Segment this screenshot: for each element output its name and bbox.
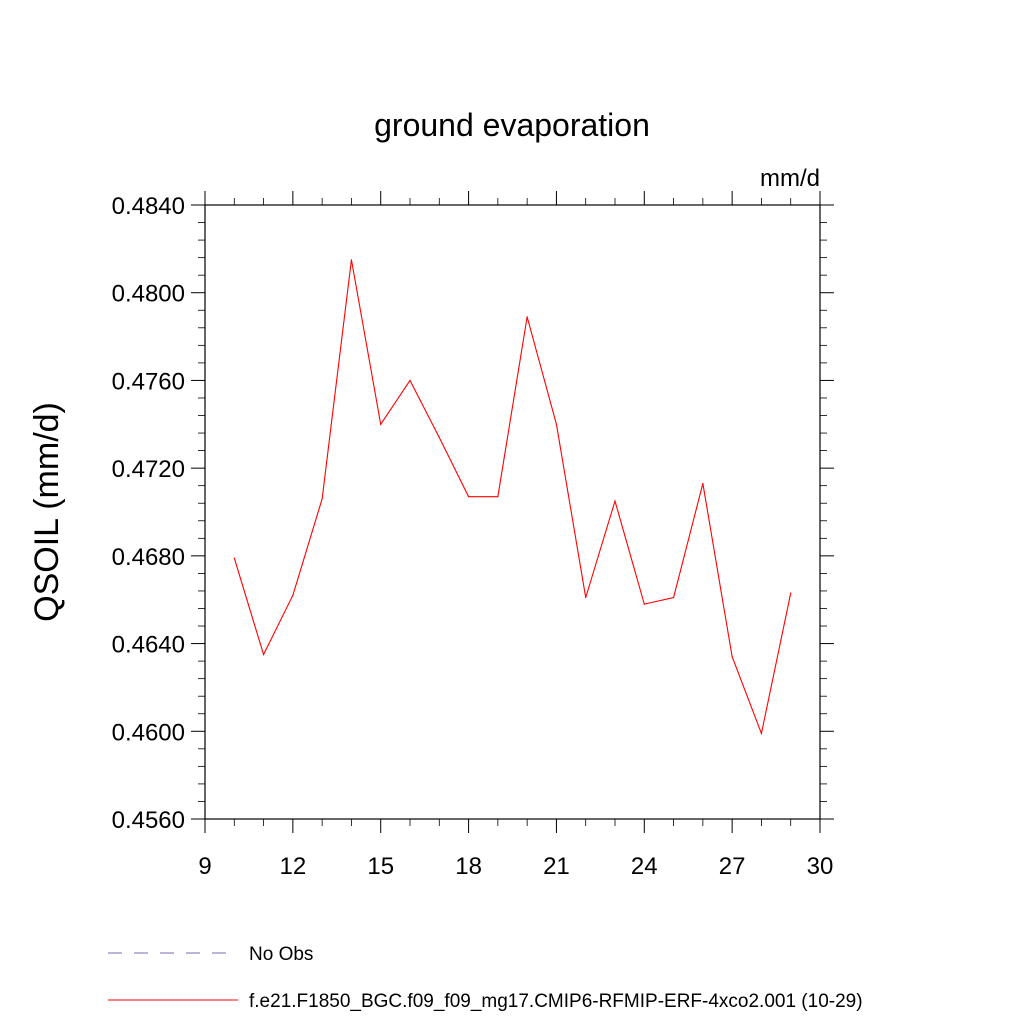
data-point	[438, 436, 440, 439]
data-point	[497, 496, 499, 498]
legend: No Obs f.e21.F1850_BGC.f09_f09_mg17.CMIP6…	[108, 944, 863, 1012]
data-point	[614, 500, 616, 502]
data-point	[702, 482, 704, 485]
y-axis-label: QSOIL (mm/d)	[28, 402, 66, 622]
data-point	[555, 423, 558, 425]
data-point	[731, 656, 733, 658]
y-tick-label: 0.4680	[112, 544, 185, 571]
data-point	[790, 592, 792, 594]
y-tick-label: 0.4760	[112, 368, 185, 395]
units-label: mm/d	[760, 165, 820, 192]
data-point	[585, 596, 587, 599]
data-point	[409, 379, 411, 382]
data-point	[526, 316, 528, 318]
data-point	[350, 259, 353, 261]
x-tick-labels: 9 12 15 18 21 24 27 30	[198, 853, 833, 880]
y-tick-label: 0.4600	[112, 719, 185, 746]
series-line	[233, 259, 792, 736]
data-point	[380, 423, 382, 425]
x-tick-label: 18	[455, 853, 482, 880]
y-tick-label: 0.4840	[112, 193, 185, 220]
x-tick-label: 9	[198, 853, 211, 880]
data-point	[292, 594, 294, 596]
legend-label: No Obs	[249, 944, 313, 965]
chart-title: ground evaporation	[374, 107, 650, 143]
y-tick-label: 0.4560	[112, 807, 185, 834]
axis-ticks	[191, 191, 834, 833]
data-point	[262, 653, 265, 656]
data-point	[672, 596, 675, 599]
x-tick-label: 24	[631, 853, 658, 880]
y-tick-label: 0.4720	[112, 456, 185, 483]
plot-frame	[204, 204, 821, 820]
data-point	[643, 603, 645, 605]
data-point	[233, 557, 235, 559]
y-tick-label: 0.4640	[112, 632, 185, 659]
x-tick-label: 30	[807, 853, 834, 880]
data-point	[321, 498, 323, 500]
legend-label: f.e21.F1850_BGC.f09_f09_mg17.CMIP6-RFMIP…	[249, 991, 863, 1012]
series-group	[233, 259, 792, 736]
x-tick-label: 15	[367, 853, 394, 880]
x-tick-label: 21	[543, 853, 570, 880]
x-tick-label: 27	[719, 853, 746, 880]
y-tick-labels: 0.4560 0.4600 0.4640 0.4680 0.4720 0.4760 0.48…	[112, 193, 185, 834]
y-tick-label: 0.4800	[112, 281, 185, 308]
data-point	[467, 496, 470, 498]
x-tick-label: 12	[280, 853, 307, 880]
data-point	[760, 732, 763, 735]
